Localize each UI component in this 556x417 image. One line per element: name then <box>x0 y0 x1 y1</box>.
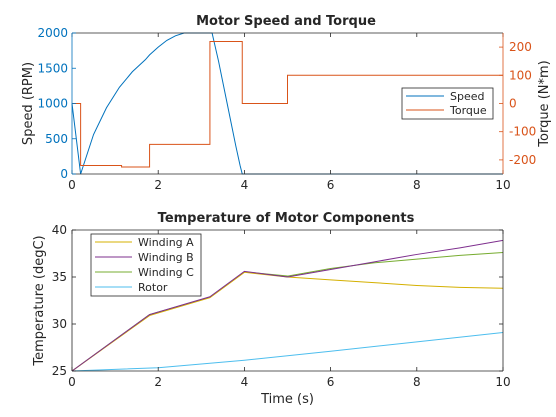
speed-torque-x-tick-label-2: 2 <box>154 178 162 192</box>
y-tick-label-speed-2000: 2000 <box>37 26 68 40</box>
legend-box-temperature <box>90 233 202 297</box>
speed-torque-x-tick-label-0: 0 <box>68 178 76 192</box>
y-tick-label-speed-500: 500 <box>45 132 68 146</box>
legend-speed-torque[interactable]: Speed Torque <box>401 87 494 120</box>
series-line-rotor <box>71 331 504 372</box>
series-line-torque <box>72 40 503 168</box>
x-axis-label-time: Time (s) <box>260 392 314 407</box>
speed-torque-x-tick-label-4: 4 <box>241 178 249 192</box>
y-axis-label-torque: Torque (N*m) <box>537 60 552 147</box>
series-line-winding-a <box>71 271 504 372</box>
speed-torque-x-tick-label-10: 10 <box>495 178 510 192</box>
legend-label-winding-a: Winding A <box>138 236 194 249</box>
y-tick-label-torque-100: 100 <box>509 68 532 82</box>
legend-label-rotor: Rotor <box>138 281 168 294</box>
y-tick-label-torque-200: 200 <box>509 40 532 54</box>
y-tick-label-temperature-40: 40 <box>52 223 67 237</box>
legend-label-speed: Speed <box>450 90 484 103</box>
y-tick-label-temperature-30: 30 <box>52 317 67 331</box>
temperature-x-tick-label-4: 4 <box>241 375 249 389</box>
legend-box-speed-torque <box>401 87 494 120</box>
chart-title-temperature: Temperature of Motor Components <box>158 211 415 226</box>
legend-label-torque: Torque <box>449 104 487 117</box>
y-tick-label-speed-0: 0 <box>60 167 68 181</box>
y-axis-label-temperature: Temperature (degC) <box>32 235 47 366</box>
temperature-chart: Temperature of Motor Components 0 2 4 6 8 10 2… <box>32 211 511 407</box>
speed-torque-x-tick-label-6: 6 <box>327 178 335 192</box>
y-tick-label-speed-1500: 1500 <box>37 61 68 75</box>
y-tick-label-speed-1000: 1000 <box>37 97 68 111</box>
legend-label-winding-c: Winding C <box>138 266 194 279</box>
temperature-x-tick-label-0: 0 <box>68 375 76 389</box>
series-line-winding-b <box>71 239 504 372</box>
temperature-marks <box>71 239 504 372</box>
y-axis-label-speed: Speed (RPM) <box>21 62 36 145</box>
speed-torque-chart: Motor Speed and Torque 0 2 4 6 8 100500100015… <box>21 14 552 192</box>
y-tick-label-temperature-25: 25 <box>52 364 67 378</box>
temperature-x-tick-label-2: 2 <box>154 375 162 389</box>
temperature-x-tick-label-10: 10 <box>495 375 510 389</box>
y-tick-label-torque-100: -100 <box>509 125 536 139</box>
temperature-x-tick-label-8: 8 <box>413 375 421 389</box>
chart-title-speed-torque: Motor Speed and Torque <box>196 14 376 29</box>
y-tick-label-torque-0: 0 <box>509 97 517 111</box>
speed-torque-x-tick-label-8: 8 <box>413 178 421 192</box>
temperature-x-tick-label-6: 6 <box>327 375 335 389</box>
y-tick-label-temperature-35: 35 <box>52 270 67 284</box>
temperature-axes: 0 2 4 6 8 10 25 30 35 40 <box>52 223 511 389</box>
legend-label-winding-b: Winding B <box>138 251 194 264</box>
y-tick-label-torque-200: -200 <box>509 153 536 167</box>
legend-temperature[interactable]: Winding A Winding B Winding C Rotor <box>90 233 202 297</box>
